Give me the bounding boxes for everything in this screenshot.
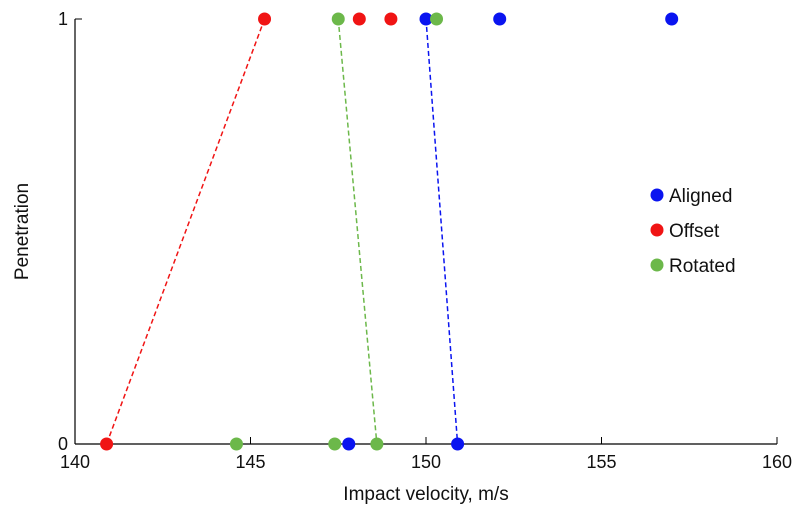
- threshold-line-aligned: [426, 19, 458, 444]
- point-aligned: [493, 13, 506, 26]
- threshold-line-rotated: [338, 19, 377, 444]
- point-aligned: [451, 438, 464, 451]
- x-tick-label: 145: [235, 452, 265, 472]
- x-tick-label: 150: [411, 452, 441, 472]
- y-tick-label: 1: [58, 9, 68, 29]
- point-rotated: [332, 13, 345, 26]
- threshold-lines: [107, 19, 458, 444]
- legend-marker-aligned: [651, 189, 664, 202]
- y-tick-label: 0: [58, 434, 68, 454]
- x-tick-label: 140: [60, 452, 90, 472]
- point-offset: [353, 13, 366, 26]
- legend-label-rotated: Rotated: [669, 256, 736, 277]
- y-axis-title: Penetration: [12, 183, 33, 280]
- point-aligned: [665, 13, 678, 26]
- point-aligned: [342, 438, 355, 451]
- legend-label-aligned: Aligned: [669, 186, 732, 207]
- point-offset: [100, 438, 113, 451]
- point-offset: [258, 13, 271, 26]
- x-axis-title: Impact velocity, m/s: [343, 484, 508, 505]
- legend-marker-rotated: [651, 259, 664, 272]
- legend: Aligned Offset Rotated: [651, 186, 736, 277]
- point-offset: [384, 13, 397, 26]
- point-rotated: [370, 438, 383, 451]
- point-rotated: [328, 438, 341, 451]
- x-tick-label: 160: [762, 452, 792, 472]
- point-rotated: [230, 438, 243, 451]
- x-tick-label: 155: [586, 452, 616, 472]
- threshold-line-offset: [107, 19, 265, 444]
- legend-marker-offset: [651, 224, 664, 237]
- point-rotated: [430, 13, 443, 26]
- legend-label-offset: Offset: [669, 221, 720, 242]
- data-points: [100, 13, 678, 451]
